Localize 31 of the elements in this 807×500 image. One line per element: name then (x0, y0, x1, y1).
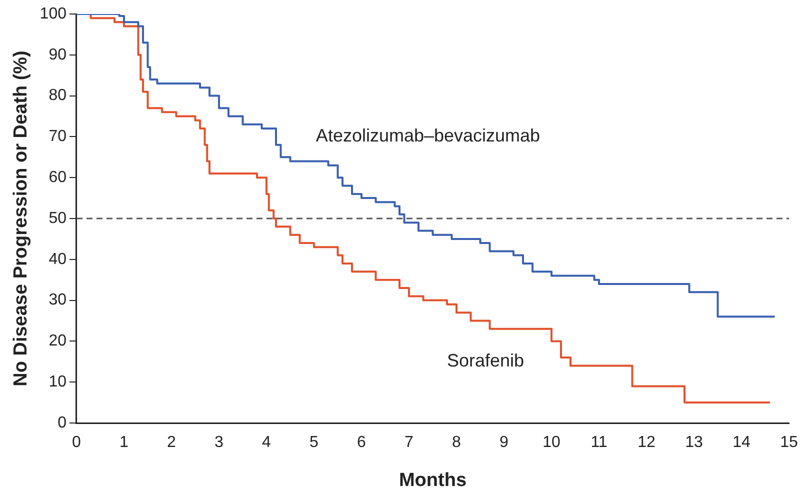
x-tick-label: 15 (780, 434, 798, 452)
x-tick-label: 5 (310, 434, 319, 452)
series-label: Atezolizumab–bevacizumab (316, 126, 540, 146)
y-tick-label: 20 (48, 332, 67, 350)
x-tick-label: 3 (214, 434, 224, 452)
x-tick-label: 7 (404, 434, 414, 452)
x-axis-title: Months (398, 470, 467, 491)
x-tick-label: 4 (262, 434, 272, 452)
x-tick-label: 1 (120, 434, 129, 452)
y-axis-title: No Disease Progression or Death (%) (10, 50, 32, 386)
y-tick-label: 80 (48, 87, 67, 104)
x-tick-label: 10 (542, 434, 560, 452)
x-tick-label: 14 (732, 434, 750, 452)
y-tick-label: 60 (48, 169, 67, 186)
x-tick-label: 11 (590, 434, 608, 452)
x-tick-label: 12 (638, 434, 656, 452)
y-tick-label: 100 (40, 5, 67, 22)
x-tick-label: 8 (452, 434, 462, 452)
x-tick-label: 13 (685, 434, 703, 452)
y-tick-label: 10 (48, 374, 67, 391)
x-tick-label: 2 (167, 434, 176, 452)
y-tick-label: 30 (48, 292, 67, 309)
y-tick-label: 70 (48, 128, 67, 146)
y-tick-label: 50 (48, 210, 67, 227)
y-tick-label: 0 (58, 414, 67, 432)
x-tick-label: 0 (72, 434, 82, 452)
x-tick-label: 6 (357, 434, 366, 452)
y-tick-label: 40 (48, 250, 67, 268)
y-tick-label: 90 (48, 46, 67, 64)
series-label: Sorafenib (447, 350, 524, 371)
x-tick-label: 9 (500, 434, 509, 452)
